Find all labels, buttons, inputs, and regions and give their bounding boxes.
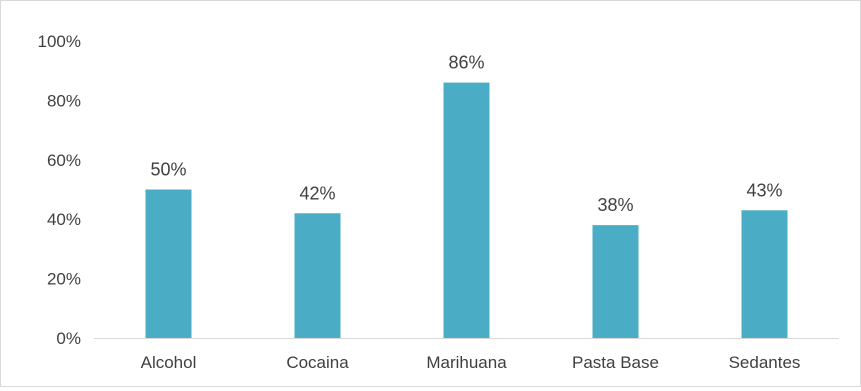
data-label: 43% [746, 180, 782, 200]
x-tick-label: Pasta Base [572, 353, 659, 372]
data-label: 38% [597, 195, 633, 215]
data-label: 86% [448, 53, 484, 73]
y-tick-label: 60% [47, 151, 81, 170]
x-tick-label: Sedantes [729, 353, 801, 372]
x-tick-label: Alcohol [141, 353, 197, 372]
y-tick-label: 20% [47, 270, 81, 289]
y-tick-label: 0% [56, 329, 81, 348]
y-tick-label: 100% [38, 32, 81, 51]
bar-alcohol [145, 189, 192, 338]
data-label: 50% [150, 160, 186, 180]
data-labels: 50% 42% 86% 38% 43% [150, 53, 782, 216]
y-tick-label: 80% [47, 91, 81, 110]
bar-sedantes [741, 210, 788, 338]
bar-marihuana [443, 82, 490, 338]
data-label: 42% [299, 183, 335, 203]
x-tick-label: Cocaina [286, 353, 349, 372]
x-axis-tick-labels: Alcohol Cocaina Marihuana Pasta Base Sedante… [141, 353, 801, 372]
x-tick-label: Marihuana [426, 353, 507, 372]
bar-cocaina [294, 213, 341, 338]
y-tick-label: 40% [47, 210, 81, 229]
bar-pasta-base [592, 225, 639, 338]
y-axis-tick-labels: 0% 20% 40% 60% 80% 100% [38, 32, 81, 348]
bar-series [145, 82, 788, 338]
